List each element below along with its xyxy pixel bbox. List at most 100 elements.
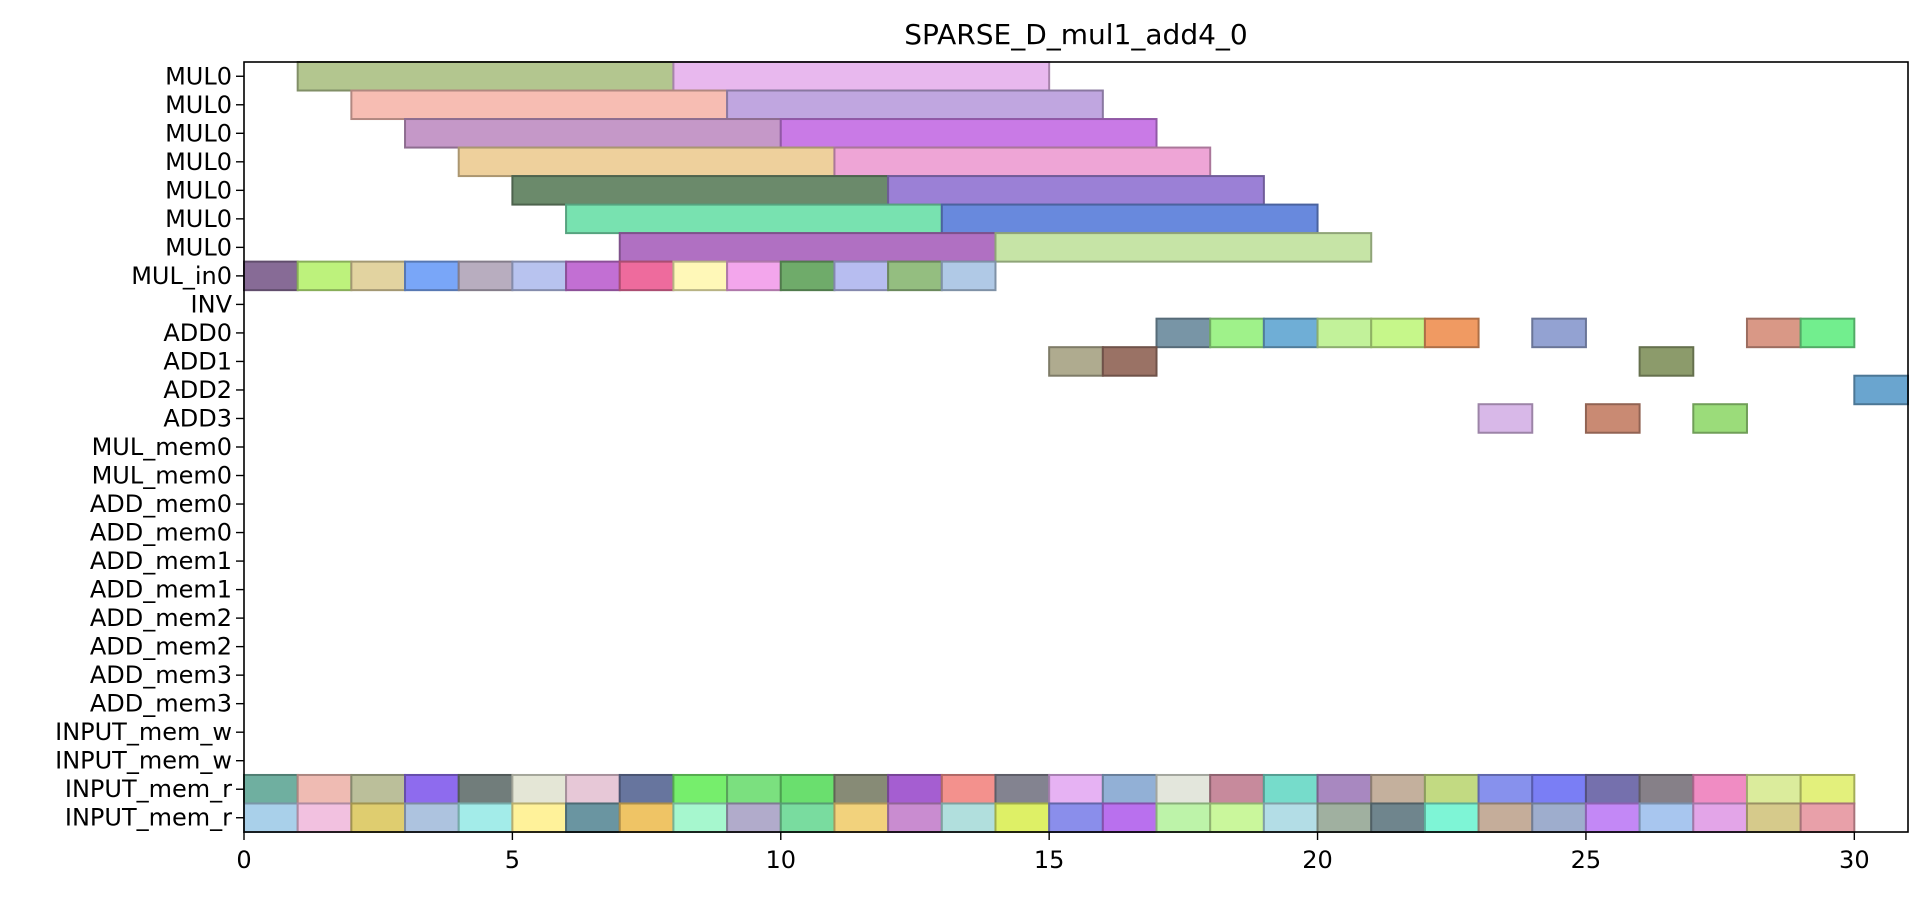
task-bar [565,260,621,292]
task-bar [1262,773,1319,805]
task-bar [779,802,836,834]
task-bar [1262,317,1319,349]
task-bar [833,802,890,834]
x-tick-label: 20 [1302,846,1333,874]
y-tick-label: ADD_mem2 [90,604,232,632]
task-bar [565,773,621,805]
task-bar [243,773,299,805]
y-tick-label: MUL0 [165,148,232,176]
task-bar [887,260,943,292]
task-bar [1048,773,1104,805]
task-bar [1209,773,1265,805]
y-tick-label: ADD_mem2 [90,633,232,661]
task-bar [779,118,1158,149]
task-bar [726,260,782,292]
task-bar [1316,802,1373,834]
task-bar [1584,403,1641,434]
task-bar [1316,317,1373,349]
task-bar [726,89,1104,121]
task-bar [1048,346,1104,377]
task-bar [994,802,1051,834]
task-bar [350,260,407,292]
task-bar [1745,773,1802,805]
y-tick-label: MUL0 [165,119,232,147]
task-bar [243,260,299,292]
y-tick-label: MUL_mem0 [92,462,232,490]
y-tick-label: MUL_in0 [131,262,232,290]
task-bar [1584,802,1641,834]
task-bar [1531,773,1587,805]
x-tick-label: 5 [505,846,520,874]
task-bar [565,802,621,834]
task-bar [1262,802,1319,834]
task-bar [887,802,943,834]
task-bar [1316,773,1373,805]
task-bar [457,146,836,178]
task-bar [1853,374,1910,406]
task-bar [565,203,943,235]
task-bar [779,773,836,805]
task-bar [511,260,568,292]
x-tick-label: 25 [1571,846,1602,874]
task-bar [1799,317,1856,349]
task-bar [1370,773,1426,805]
y-tick-label: ADD_mem3 [90,661,232,689]
y-tick-label: ADD_mem1 [90,576,232,604]
y-tick-label: MUL_mem0 [92,433,232,461]
task-bar [404,118,782,149]
task-bar [1370,802,1426,834]
task-bar [940,802,997,834]
chart-title: SPARSE_D_mul1_add4_0 [904,18,1247,51]
task-bar [1155,802,1212,834]
task-bar [1101,773,1158,805]
task-bar [1209,802,1265,834]
task-bar [1745,317,1802,349]
task-bar [350,802,407,834]
task-bar [1531,317,1587,349]
x-axis: 0 5 10 15 20 25 30 [236,832,1870,874]
task-bar [779,260,836,292]
task-bar [833,773,890,805]
task-bar [350,773,407,805]
task-bar [1101,346,1158,377]
x-tick-label: 10 [766,846,797,874]
task-bar [1638,802,1695,834]
plot-frame [243,61,1909,833]
task-bar [296,61,675,92]
task-bar [726,773,782,805]
task-bar [1423,317,1480,349]
y-tick-label: MUL0 [165,91,232,119]
task-bar [672,773,729,805]
task-bar [457,260,514,292]
y-tick-label: ADD1 [163,347,232,375]
task-bar [1477,773,1534,805]
task-bar [618,802,675,834]
task-bar [404,773,460,805]
y-tick-label: INPUT_mem_r [65,804,232,832]
task-bar [1584,773,1641,805]
task-bar [726,802,782,834]
task-bar [1370,317,1426,349]
y-tick-label: ADD_mem1 [90,547,232,575]
y-tick-label: MUL0 [165,176,232,204]
y-tick-label: ADD3 [163,404,232,432]
y-tick-label: ADD2 [163,376,232,404]
task-bar [511,773,568,805]
y-tick-label: MUL0 [165,205,232,233]
task-bar [940,203,1319,235]
task-bar [1155,773,1212,805]
task-bar [1745,802,1802,834]
task-bar [1799,802,1856,834]
task-bar [296,773,353,805]
task-bar [940,260,997,292]
task-bar [1531,802,1587,834]
task-bar [404,260,460,292]
task-bar [1477,802,1534,834]
task-bar [1799,773,1856,805]
task-bar [457,773,514,805]
y-tick-label: ADD_mem0 [90,519,232,547]
task-bar [1101,802,1158,834]
y-tick-label: INPUT_mem_w [55,718,232,746]
y-tick-label: MUL0 [165,233,232,261]
